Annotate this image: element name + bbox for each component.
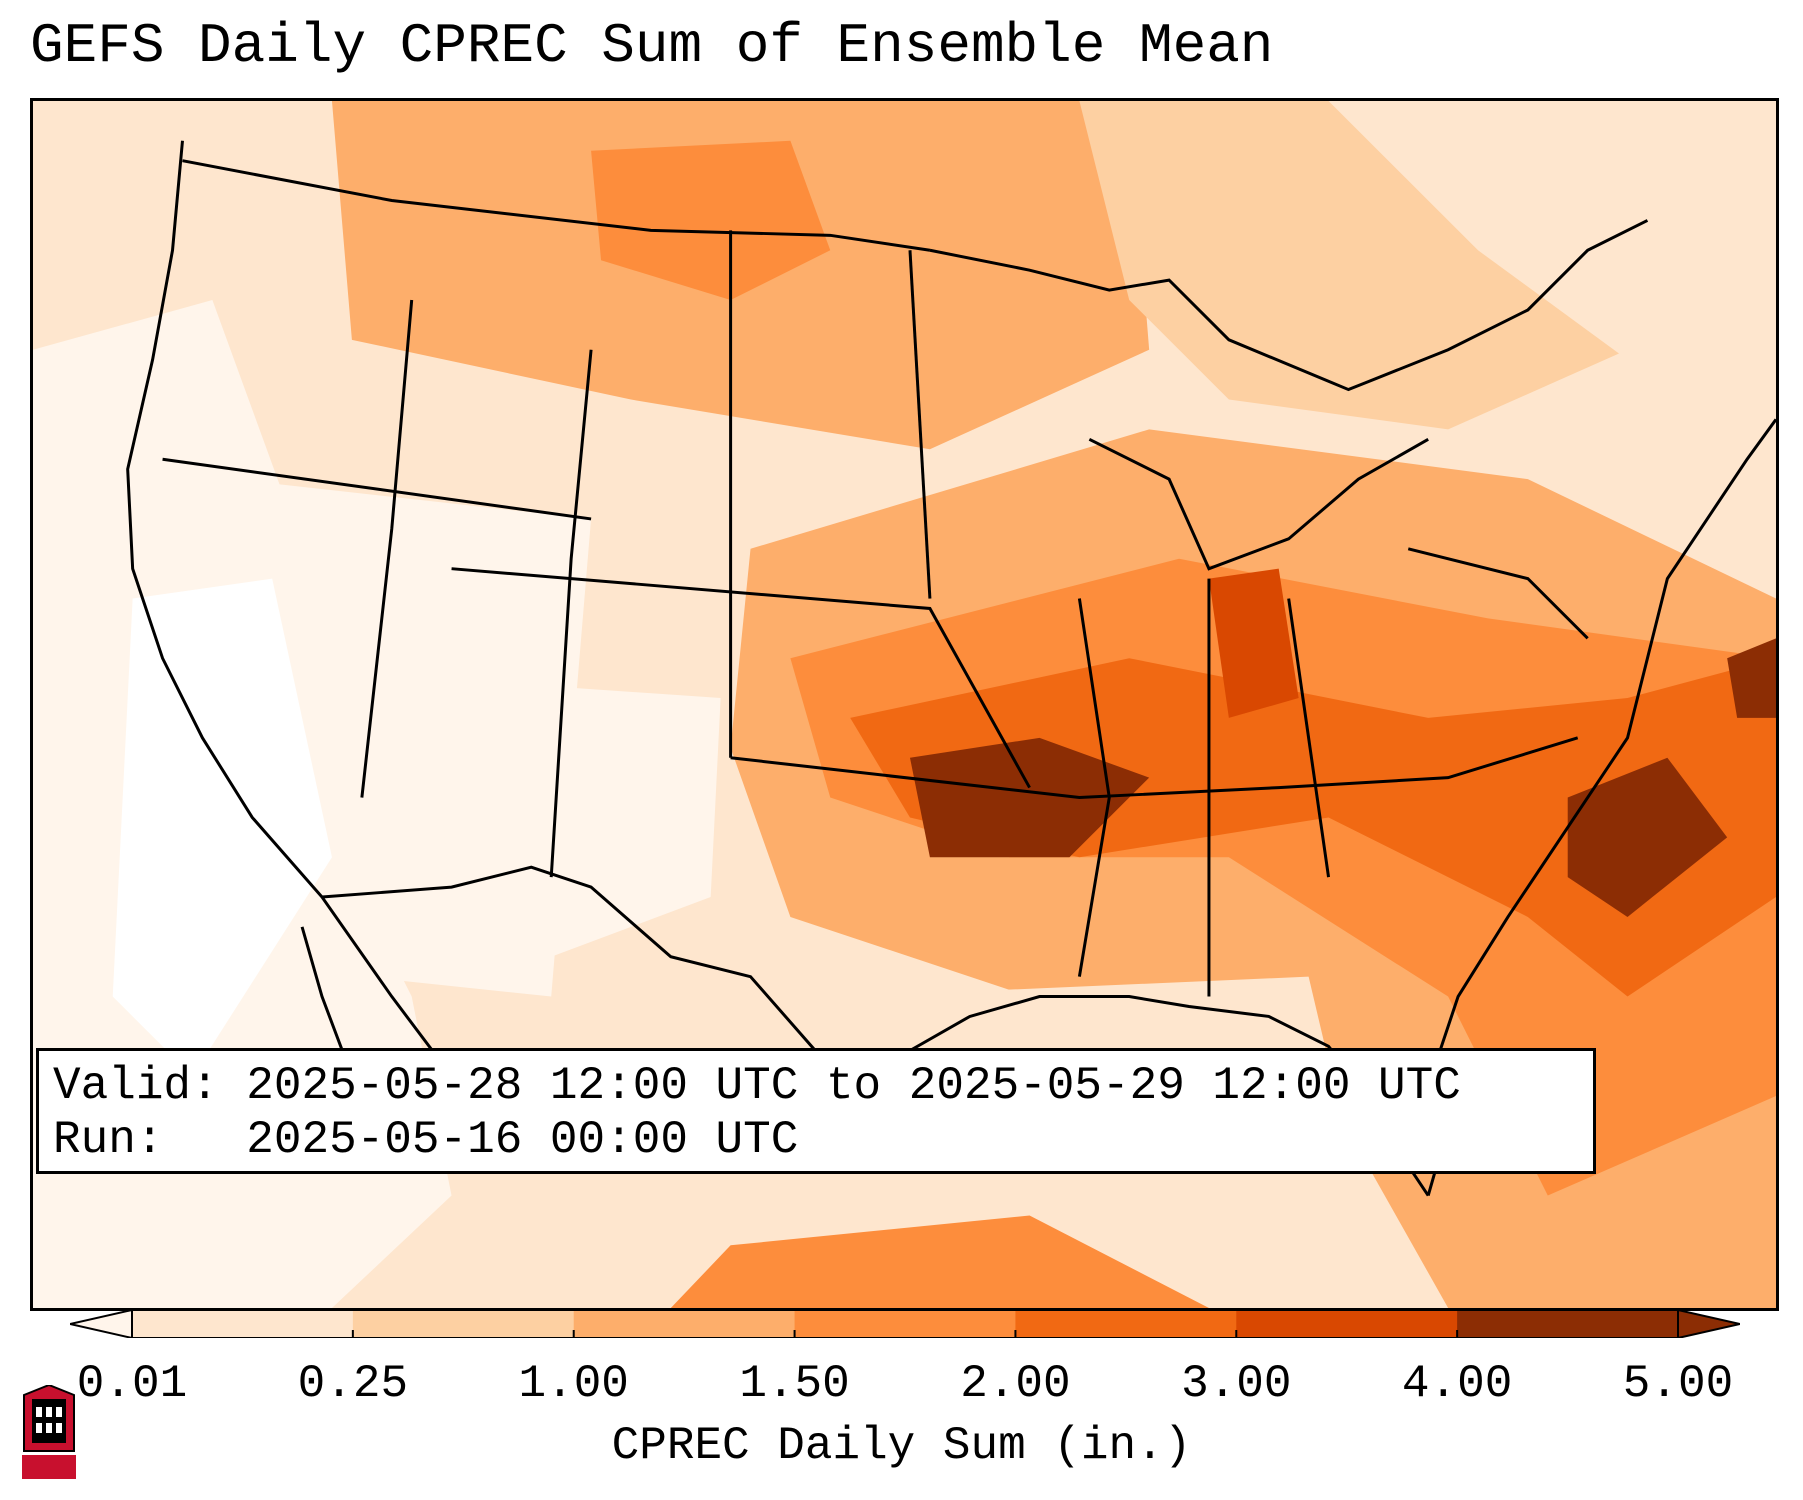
core-band: [850, 658, 1776, 997]
colorbar-tick-label: 3.00: [1181, 1358, 1292, 1410]
west-coastline: [126, 140, 503, 1157]
atlantic-max: [1567, 757, 1728, 917]
state-line-10: [1287, 598, 1331, 878]
colorbar-segment: [573, 1310, 796, 1338]
valid-label: Valid:: [53, 1060, 219, 1112]
atlantic-edge-max: [1727, 638, 1776, 718]
colorbar-outline: [131, 1310, 1679, 1338]
state-line-2: [360, 299, 414, 798]
state-line-11: [1407, 547, 1589, 640]
us-mexico-border: [321, 865, 852, 1117]
colorbar-segment: [794, 1310, 1016, 1338]
colorbar-segment: [352, 1310, 575, 1338]
state-line-8: [1077, 598, 1111, 977]
colorbar-tick-label: 0.01: [76, 1358, 188, 1410]
oklahoma-max: [909, 737, 1150, 858]
colorbar-segment: [1236, 1310, 1458, 1338]
dry-california-region: [112, 578, 332, 1077]
colorbar-label: CPREC Daily Sum (in.): [611, 1420, 1192, 1472]
state-line-7: [908, 250, 932, 599]
colorbar-extend-max: [1677, 1310, 1740, 1338]
info-box: Valid: 2025-05-28 12:00 UTC to 2025-05-2…: [36, 1048, 1596, 1174]
colorbar-segment: [1457, 1310, 1679, 1338]
colorbar: [70, 1310, 1740, 1338]
state-line-3: [549, 349, 593, 878]
colorbar-tick-label: 1.50: [739, 1358, 850, 1410]
canada-east-light-region: [1328, 101, 1776, 400]
niu-logo-icon: [22, 1385, 76, 1479]
colorbar-extend-min: [70, 1310, 133, 1338]
montana-cell: [591, 140, 831, 301]
state-line-1: [162, 457, 592, 521]
us-canada-border-west: [182, 159, 931, 252]
map-title: GEFS Daily CPREC Sum of Ensemble Mean: [30, 14, 1274, 78]
colorbar-tick-label: 0.25: [297, 1358, 409, 1410]
run-text: 2025-05-16 00:00 UTC: [246, 1114, 799, 1166]
colorbar-tick-label: 1.00: [518, 1358, 629, 1410]
state-line-6: [730, 736, 1579, 800]
indiana-max: [1208, 568, 1299, 718]
run-label: Run:: [53, 1114, 219, 1166]
great-lakes-outline: [1088, 437, 1429, 571]
us-canada-border-east: [929, 219, 1649, 392]
colorbar-tick-label: 4.00: [1401, 1358, 1513, 1410]
colorbar-tick-label: 5.00: [1622, 1358, 1734, 1410]
state-line-5: [451, 567, 1031, 789]
colorbar-segment: [132, 1310, 354, 1338]
dry-four-corners-region: [431, 678, 721, 957]
colorbar-tick-label: 2.00: [960, 1358, 1071, 1410]
colorbar-segment: [1015, 1310, 1237, 1338]
valid-text: 2025-05-28 12:00 UTC to 2025-05-29 12:00…: [246, 1060, 1461, 1112]
